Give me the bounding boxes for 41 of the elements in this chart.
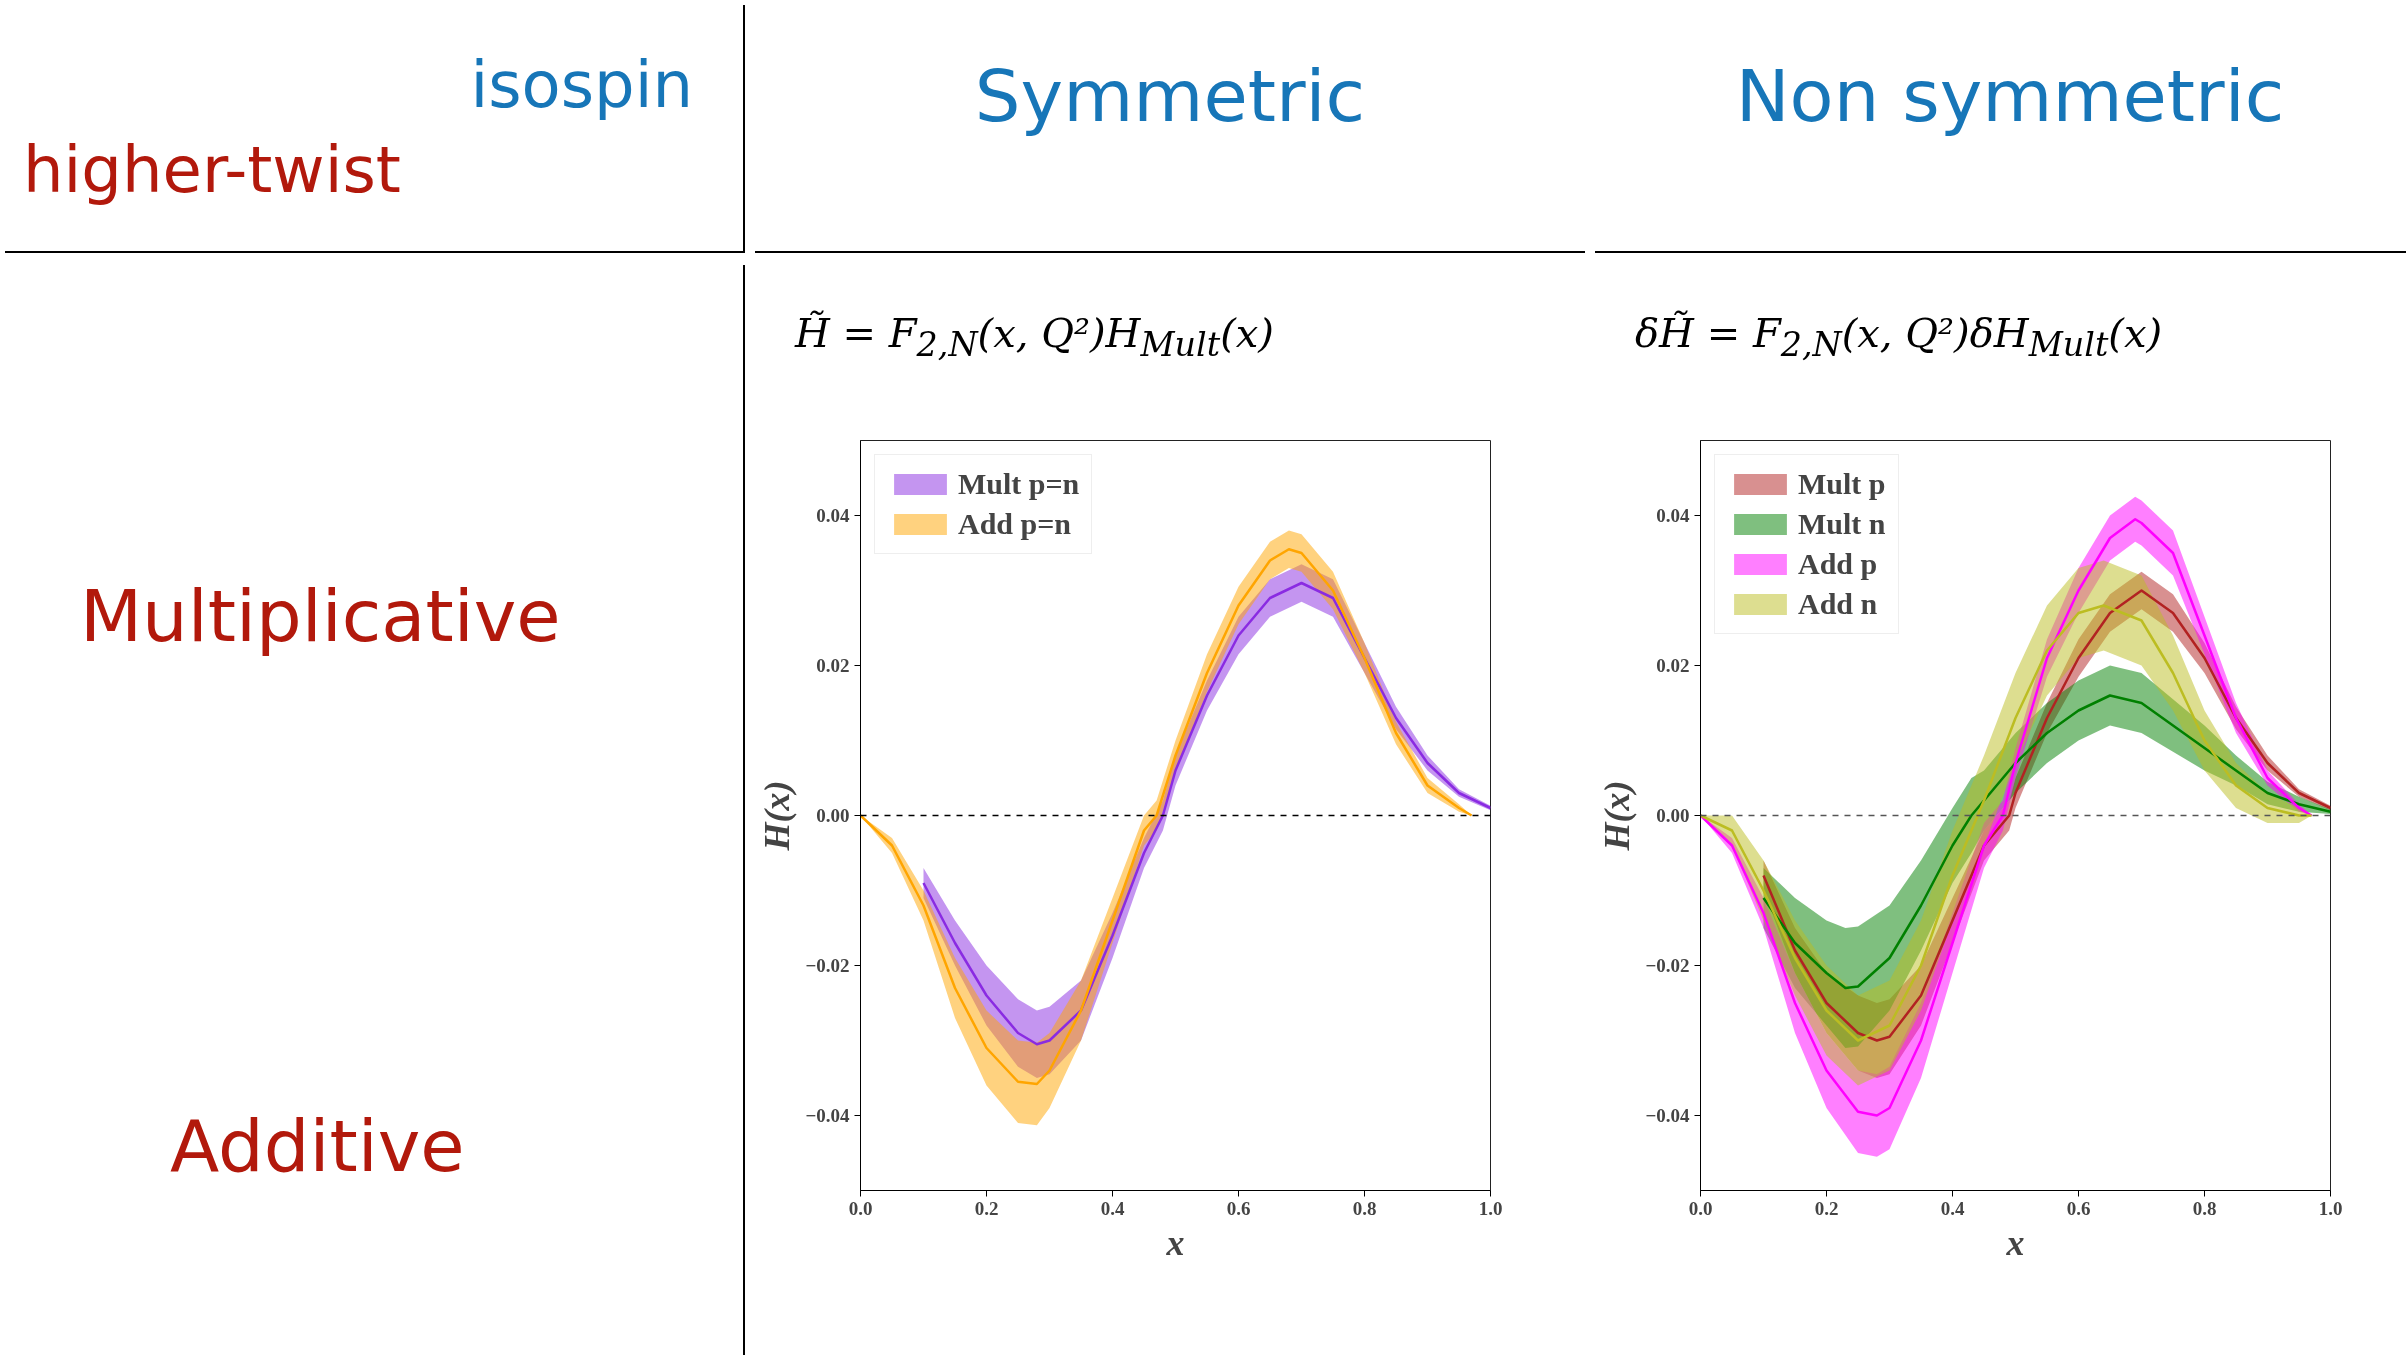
y-tick-label: −0.02 [1645,955,1690,976]
y-axis-title: H(x) [1597,780,1638,852]
y-tick-label: 0.02 [1656,655,1690,676]
chart-title: δH̃ = F$_{2,N}$(x, Q²)δH$_{Mult}$(x) [1634,309,2163,366]
chart-title: H̃ = F$_{2,N}$(x, Q²)H$_{Mult}$(x) [793,309,1274,366]
legend-label: Add n [1798,587,1878,621]
text: Multiplicative [80,573,561,660]
x-tick-label: 0.2 [974,1197,999,1219]
legend-label: Mult p [1798,467,1886,501]
x-tick-label: 1.0 [1478,1197,1503,1219]
text: Non symmetric [1595,5,2406,253]
x-tick-label: 1.0 [2318,1197,2343,1219]
x-tick-label: 0.8 [1352,1197,1377,1219]
y-tick-label: 0.00 [1656,805,1690,826]
y-tick-label: −0.04 [1645,1105,1690,1126]
legend-label: Mult n [1798,507,1886,541]
line-series [1762,694,2331,990]
x-tick-label: 0.0 [848,1197,873,1219]
x-axis-title: x [1165,1222,1185,1263]
legend-label: Add p [1798,547,1878,581]
x-tick-label: 0.6 [2066,1197,2091,1219]
text: Symmetric [755,5,1585,253]
y-tick-label: −0.02 [805,955,850,976]
legend-label: Add p=n [958,507,1071,541]
y-tick-label: 0.04 [1656,505,1690,526]
text: Additive [170,1103,465,1190]
x-tick-label: 0.0 [1688,1197,1713,1219]
text: isospin [470,47,693,124]
y-tick-label: 0.02 [816,655,850,676]
y-axis-title: H(x) [757,780,798,852]
x-tick-label: 0.4 [1940,1197,1965,1219]
y-tick-label: 0.00 [816,805,850,826]
text: higher-twist [23,132,401,209]
x-tick-label: 0.8 [2192,1197,2217,1219]
x-axis-title: x [2005,1222,2025,1263]
x-tick-label: 0.4 [1100,1197,1125,1219]
x-tick-label: 0.2 [1814,1197,1839,1219]
y-tick-label: 0.04 [816,505,850,526]
legend-label: Mult p=n [958,467,1080,501]
y-tick-label: −0.04 [805,1105,850,1126]
x-tick-label: 0.6 [1226,1197,1251,1219]
